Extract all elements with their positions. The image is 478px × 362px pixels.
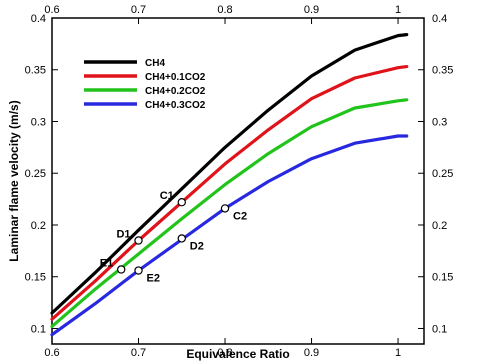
- x-tick-label-top: 0.9: [304, 4, 319, 16]
- x-tick-label-top: 1: [395, 4, 401, 16]
- y-tick-label-right: 0.35: [432, 65, 453, 77]
- y-tick-label-right: 0.25: [432, 168, 453, 180]
- y-tick-label-right: 0.3: [432, 116, 447, 128]
- legend-label: CH4+0.1CO2: [145, 72, 206, 83]
- series-line: [50, 134, 409, 337]
- y-tick-label: 0.15: [25, 272, 46, 284]
- plot-frame: [51, 17, 425, 345]
- series-lines: [50, 32, 409, 337]
- annotation-marker: [220, 204, 230, 213]
- annotation-label: E2: [147, 273, 160, 285]
- y-tick-label: 0.3: [31, 116, 46, 128]
- legend-label: CH4+0.3CO2: [145, 100, 206, 111]
- y-tick-label-right: 0.15: [432, 272, 453, 284]
- series-line: [50, 64, 409, 321]
- annotation-label: C1: [160, 190, 174, 202]
- x-tick-label-top: 0.6: [44, 4, 59, 16]
- y-tick-label-right: 0.4: [432, 13, 447, 25]
- annotation-label: C2: [233, 210, 247, 222]
- series-line: [50, 32, 409, 315]
- y-tick-label: 0.4: [31, 13, 46, 25]
- annotation-marker: [117, 265, 126, 274]
- legend: CH4 CH4+0.1CO2 CH4+0.2CO2 CH4+0.3CO2: [84, 58, 206, 111]
- annotation-label: D1: [116, 229, 130, 241]
- annotation-marker: [134, 266, 143, 275]
- annotation-label: E1: [100, 257, 113, 269]
- annotation-marker: [177, 234, 186, 243]
- y-tick-label: 0.35: [25, 65, 46, 77]
- x-tick-label: 0.7: [131, 347, 146, 359]
- x-tick-label-top: 0.8: [217, 4, 232, 16]
- y-tick-label: 0.1: [31, 323, 46, 335]
- x-tick-label: 0.6: [44, 347, 59, 359]
- annotation-label: D2: [190, 240, 204, 252]
- axis-ticks: 0.6 0.6 0.7 0.7 0.8 0.8 0.9 0.9 1 1 0.1 0.1 0.15 0.15…: [25, 4, 454, 359]
- legend-label: CH4: [145, 58, 165, 69]
- x-tick-label: 1: [395, 347, 401, 359]
- annotation-marker: [134, 236, 143, 245]
- legend-label: CH4+0.2CO2: [145, 86, 206, 97]
- annotations: C1 C2 D1 D2 E1 E2: [100, 190, 247, 284]
- y-tick-label: 0.25: [25, 168, 46, 180]
- x-tick-label: 0.9: [304, 347, 319, 359]
- y-tick-label: 0.2: [31, 220, 46, 232]
- x-tick-label: 0.8: [217, 347, 232, 359]
- y-axis-title: Laminar flame velocity (m/s): [7, 100, 21, 261]
- y-tick-label-right: 0.1: [432, 323, 447, 335]
- x-axis-title: Equivalence Ratio: [186, 347, 289, 361]
- annotation-marker: [177, 198, 186, 207]
- y-tick-label-right: 0.2: [432, 220, 447, 232]
- x-tick-label-top: 0.7: [131, 4, 146, 16]
- series-line: [50, 98, 409, 328]
